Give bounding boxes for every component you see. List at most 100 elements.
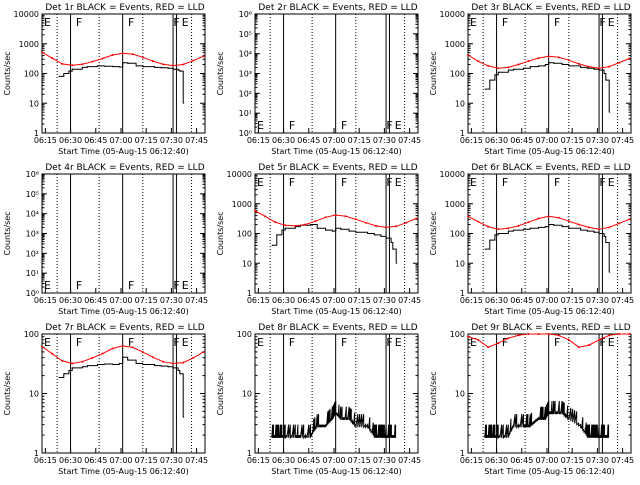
panel-title: Det 8r BLACK = Events, RED = LLD — [258, 323, 417, 333]
y-tick-label: 100 — [24, 330, 39, 339]
x-tick-label: 07:45 — [185, 456, 208, 465]
panel-title: Det 5r BLACK = Events, RED = LLD — [258, 163, 417, 173]
flag-letter-f: F — [386, 176, 392, 189]
y-tick-label: 100 — [450, 330, 465, 339]
y-tick-label: 1000 — [232, 200, 252, 209]
y-tick-label: 10³ — [26, 230, 39, 239]
x-axis-label: Start Time (05-Aug-15 06:12:40) — [484, 307, 615, 316]
x-tick-label: 06:15 — [34, 296, 57, 305]
y-tick-label: 10⁶ — [239, 10, 252, 19]
x-tick-label: 07:30 — [586, 136, 609, 145]
plot-frame — [41, 333, 206, 454]
y-tick-label: 1 — [247, 289, 252, 298]
detector-panel-5: Det 5r BLACK = Events, RED = LLD 1 10 100 10… — [216, 163, 421, 316]
flag-letter-f: F — [341, 176, 347, 189]
x-tick-label: 07:00 — [322, 296, 345, 305]
y-tick-label: 10 — [455, 99, 465, 108]
flag-letter-f: F — [502, 336, 508, 349]
detector-panel-9: Det 9r BLACK = Events, RED = LLD 1 10 100 06… — [429, 323, 634, 476]
x-tick-label: 07:30 — [373, 456, 396, 465]
flag-letter-e: E — [44, 336, 51, 349]
y-axis-label: Counts/sec — [3, 51, 12, 95]
x-axis-label: Start Time (05-Aug-15 06:12:40) — [58, 467, 189, 476]
flag-letter-f: F — [173, 16, 179, 29]
flag-letter-e: E — [44, 16, 51, 29]
series-line-events — [484, 400, 610, 440]
x-tick-label: 06:45 — [84, 136, 107, 145]
series-line-events — [271, 224, 397, 264]
x-tick-label: 07:15 — [561, 136, 584, 145]
y-tick-label: 10⁶ — [26, 170, 39, 179]
y-axis-label: Counts/sec — [429, 51, 438, 95]
x-tick-label: 06:45 — [510, 296, 533, 305]
x-tick-label: 07:00 — [535, 456, 558, 465]
flag-letter-f: F — [502, 176, 508, 189]
y-tick-label: 10000 — [440, 10, 465, 19]
detector-panel-3: Det 3r BLACK = Events, RED = LLD 1 10 100 10… — [429, 3, 634, 156]
flag-letter-e: E — [470, 336, 477, 349]
series-line-lld — [467, 215, 630, 230]
series-line-events — [484, 224, 610, 273]
x-tick-label: 07:30 — [586, 296, 609, 305]
flag-letter-f: F — [341, 119, 347, 132]
x-tick-label: 06:45 — [297, 456, 320, 465]
y-tick-label: 10 — [455, 259, 465, 268]
x-tick-label: 06:30 — [59, 456, 82, 465]
panel-title: Det 9r BLACK = Events, RED = LLD — [471, 323, 630, 333]
x-tick-label: 07:15 — [135, 296, 158, 305]
flag-letter-f: F — [554, 336, 560, 349]
y-tick-label: 10⁴ — [26, 210, 39, 219]
x-tick-label: 07:15 — [561, 296, 584, 305]
x-tick-label: 06:45 — [297, 136, 320, 145]
x-tick-label: 06:45 — [510, 456, 533, 465]
x-tick-label: 06:30 — [59, 136, 82, 145]
flag-letter-f: F — [289, 119, 295, 132]
detector-panel-7: Det 7r BLACK = Events, RED = LLD 1 10 100 06… — [3, 323, 208, 476]
x-tick-label: 07:45 — [185, 136, 208, 145]
flag-letter-e: E — [470, 176, 477, 189]
x-tick-label: 06:45 — [84, 296, 107, 305]
y-tick-label: 10⁵ — [239, 30, 252, 39]
x-axis-label: Start Time (05-Aug-15 06:12:40) — [58, 147, 189, 156]
flag-letter-f: F — [386, 119, 392, 132]
flag-letter-f: F — [76, 16, 82, 29]
x-tick-label: 07:30 — [586, 456, 609, 465]
x-tick-label: 07:45 — [398, 296, 421, 305]
y-tick-label: 1000 — [19, 40, 39, 49]
y-tick-label: 1 — [34, 449, 39, 458]
x-tick-label: 07:30 — [160, 296, 183, 305]
x-axis-label: Start Time (05-Aug-15 06:12:40) — [58, 307, 189, 316]
y-axis-label: Counts/sec — [429, 371, 438, 415]
series-line-lld — [467, 333, 630, 348]
panel-title: Det 1r BLACK = Events, RED = LLD — [45, 3, 204, 13]
flag-letter-f: F — [128, 336, 134, 349]
x-tick-label: 07:30 — [160, 456, 183, 465]
flag-letter-e: E — [395, 119, 402, 132]
flag-letter-e: E — [182, 279, 189, 292]
flag-letter-f: F — [554, 176, 560, 189]
x-tick-label: 06:30 — [485, 136, 508, 145]
series-line-events — [484, 62, 610, 113]
series-line-lld — [41, 345, 204, 365]
detector-panel-8: Det 8r BLACK = Events, RED = LLD 1 10 100 06… — [216, 323, 421, 476]
x-tick-label: 07:00 — [109, 136, 132, 145]
detector-panel-1: Det 1r BLACK = Events, RED = LLD 1 10 100 10… — [3, 3, 208, 156]
plot-frame — [467, 13, 632, 134]
y-tick-label: 100 — [24, 70, 39, 79]
flag-letter-e: E — [44, 279, 51, 292]
x-tick-label: 07:00 — [322, 136, 345, 145]
y-tick-label: 10³ — [239, 70, 252, 79]
x-tick-label: 07:45 — [398, 136, 421, 145]
x-tick-label: 07:00 — [535, 296, 558, 305]
x-tick-label: 07:00 — [322, 456, 345, 465]
x-tick-label: 06:45 — [297, 296, 320, 305]
x-tick-label: 07:15 — [348, 296, 371, 305]
flag-letter-f: F — [599, 336, 605, 349]
flag-letter-e: E — [257, 119, 264, 132]
y-tick-label: 1000 — [445, 40, 465, 49]
x-tick-label: 07:30 — [160, 136, 183, 145]
y-tick-label: 100 — [237, 230, 252, 239]
x-tick-label: 07:45 — [611, 296, 634, 305]
panel-title: Det 4r BLACK = Events, RED = LLD — [45, 163, 204, 173]
